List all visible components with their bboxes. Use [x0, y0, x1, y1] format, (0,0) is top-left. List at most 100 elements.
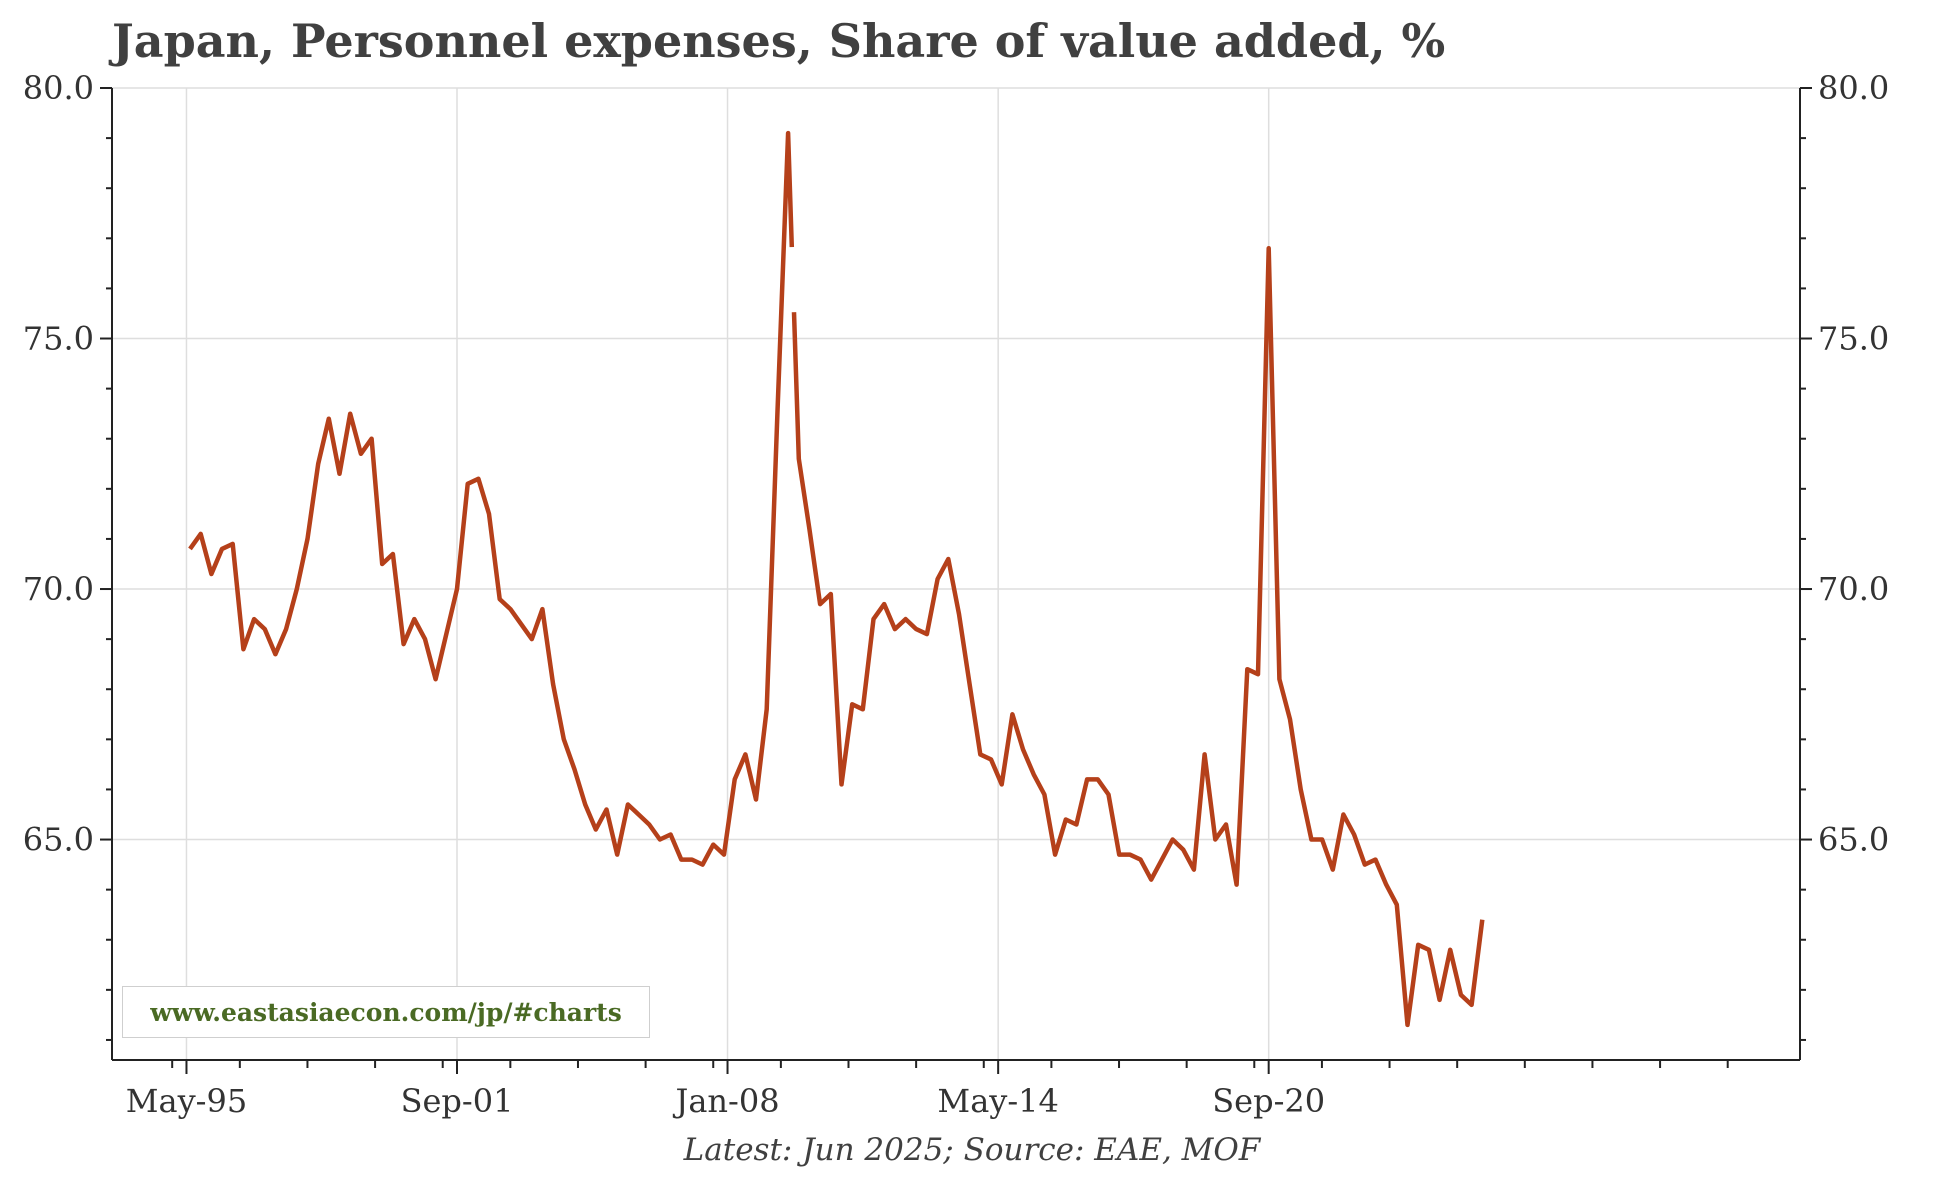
- data-point: [818, 602, 822, 606]
- data-point: [925, 632, 929, 636]
- data-point: [199, 532, 203, 536]
- x-tick-label: Jan-08: [673, 1082, 780, 1120]
- data-point: [1438, 998, 1442, 1002]
- data-point: [946, 557, 950, 561]
- data-point: [968, 682, 972, 686]
- line-chart: 65.0 65.0 70.0 70.0 75.0 75.0 80.0 80.0 May-95 Se…: [23, 69, 1890, 1120]
- data-point: [733, 777, 737, 781]
- data-point: [978, 752, 982, 756]
- data-point: [1480, 918, 1484, 922]
- watermark-link-text[interactable]: www.eastasiaecon.com/jp/#charts: [150, 997, 622, 1027]
- data-point: [679, 858, 683, 862]
- data-point: [562, 737, 566, 741]
- data-point: [188, 547, 192, 551]
- data-point: [647, 823, 651, 827]
- data-point: [989, 757, 993, 761]
- data-point: [284, 627, 288, 631]
- data-point: [530, 637, 534, 641]
- data-point: [1128, 853, 1132, 857]
- data-point: [220, 547, 224, 551]
- data-point: [1470, 1003, 1474, 1007]
- series-line-segment: [188, 130, 795, 867]
- data-point: [765, 707, 769, 711]
- data-point: [1320, 838, 1324, 842]
- data-point: [391, 552, 395, 556]
- data-point: [252, 617, 256, 621]
- data-point: [1149, 878, 1153, 882]
- data-point: [850, 702, 854, 706]
- data-point: [957, 612, 961, 616]
- data-point: [615, 853, 619, 857]
- data-point: [1085, 777, 1089, 781]
- y-tick-label-right: 65.0: [1818, 821, 1889, 859]
- x-tick-label: Sep-01: [401, 1082, 514, 1120]
- data-point: [1331, 868, 1335, 872]
- data-point: [508, 607, 512, 611]
- y-tick-label-left: 65.0: [23, 821, 94, 859]
- data-point: [658, 838, 662, 842]
- x-tick-label: May-14: [937, 1082, 1058, 1120]
- data-point: [1213, 838, 1217, 842]
- data-point: [754, 798, 758, 802]
- data-point: [904, 617, 908, 621]
- y-tick-label-right: 75.0: [1818, 320, 1889, 358]
- data-point: [423, 637, 427, 641]
- data-point: [1288, 717, 1292, 721]
- data-point: [295, 587, 299, 591]
- data-point: [583, 803, 587, 807]
- series-line-layer: [188, 130, 1485, 1028]
- data-point: [743, 752, 747, 756]
- tick-labels: 65.0 65.0 70.0 70.0 75.0 75.0 80.0 80.0 May-95 Se…: [23, 69, 1890, 1120]
- data-point: [551, 682, 555, 686]
- data-point: [1352, 833, 1356, 837]
- data-point: [434, 677, 438, 681]
- y-tick-label-left: 75.0: [23, 320, 94, 358]
- data-point: [1245, 667, 1249, 671]
- data-point: [209, 572, 213, 576]
- data-point: [829, 592, 833, 596]
- data-point: [1010, 712, 1014, 716]
- y-tick-label-left: 70.0: [23, 570, 94, 608]
- data-point: [1096, 777, 1100, 781]
- data-point: [316, 462, 320, 466]
- data-point: [669, 833, 673, 837]
- x-tick-label: Sep-20: [1212, 1082, 1325, 1120]
- data-point: [498, 597, 502, 601]
- data-point: [1074, 823, 1078, 827]
- data-point: [231, 542, 235, 546]
- data-point: [626, 803, 630, 807]
- data-point: [775, 412, 779, 416]
- series-line-segment: [791, 246, 1485, 1028]
- data-point: [1235, 883, 1239, 887]
- data-point: [1395, 903, 1399, 907]
- data-point: [1448, 948, 1452, 952]
- data-point: [273, 652, 277, 656]
- data-point: [1203, 752, 1207, 756]
- data-point: [594, 828, 598, 832]
- data-point: [605, 808, 609, 812]
- data-point: [882, 602, 886, 606]
- data-point: [1309, 838, 1313, 842]
- data-point: [1192, 868, 1196, 872]
- data-point: [1267, 246, 1271, 250]
- data-point: [914, 627, 918, 631]
- data-point: [872, 617, 876, 621]
- data-point: [241, 647, 245, 651]
- data-point: [893, 627, 897, 631]
- axes: [100, 87, 1812, 1074]
- data-point: [1277, 677, 1281, 681]
- chart-title: Japan, Personnel expenses, Share of valu…: [112, 14, 1446, 68]
- data-point: [444, 632, 448, 636]
- y-tick-label-right: 70.0: [1818, 570, 1889, 608]
- data-point: [701, 863, 705, 867]
- data-point: [1139, 858, 1143, 862]
- data-point: [1384, 883, 1388, 887]
- data-point: [1032, 772, 1036, 776]
- data-point: [338, 472, 342, 476]
- data-point: [487, 512, 491, 516]
- data-point: [476, 477, 480, 481]
- data-point: [455, 587, 459, 591]
- y-tick-label-right: 80.0: [1818, 69, 1889, 107]
- data-point: [637, 813, 641, 817]
- data-point: [807, 527, 811, 531]
